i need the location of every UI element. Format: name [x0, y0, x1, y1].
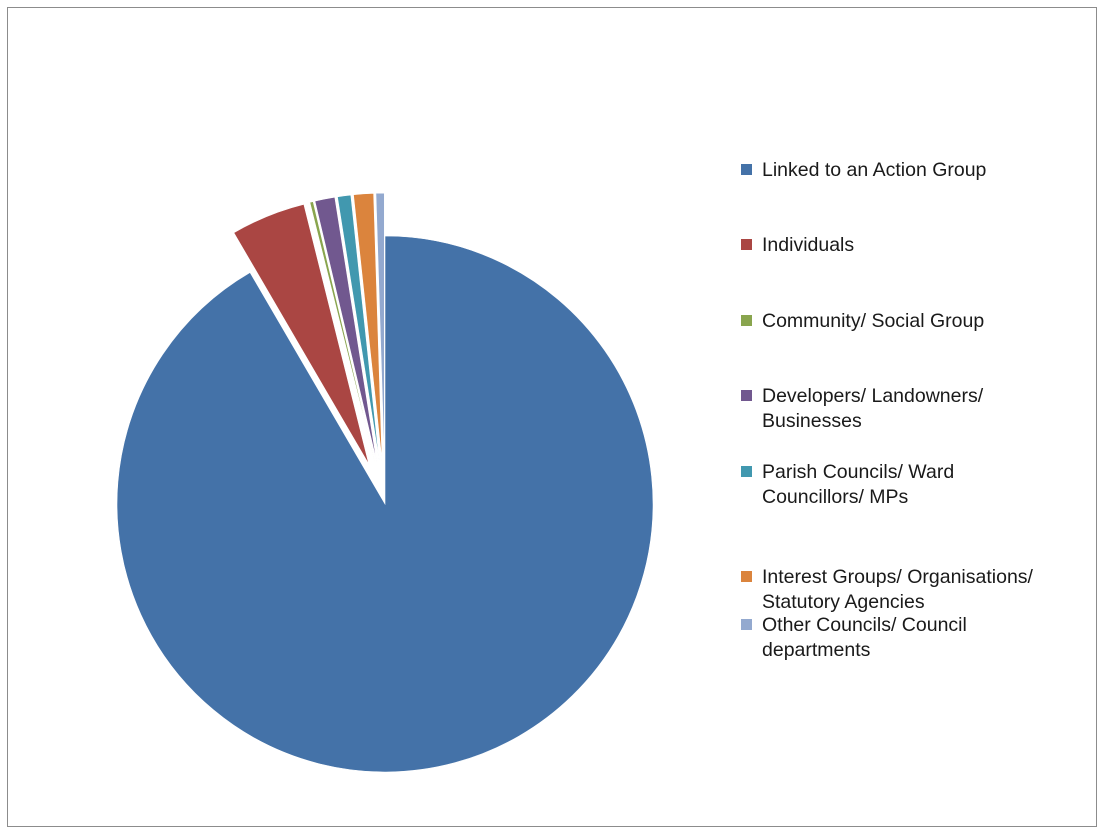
legend-item-7: Other Councils/ Council departments	[741, 613, 1096, 663]
legend-swatch	[741, 164, 752, 175]
legend-label: Interest Groups/ Organisations/ Statutor…	[762, 566, 1033, 613]
pie-slices	[116, 192, 654, 773]
legend-label: Community/ Social Group	[762, 310, 985, 332]
pie-slice-1	[116, 235, 654, 773]
pie-slice-7	[375, 192, 385, 462]
legend-item-5: Parish Councils/ Ward Councillors/ MPs	[741, 460, 1096, 510]
legend-item-2: Individuals	[741, 233, 1096, 258]
legend-swatch	[741, 619, 752, 630]
chart-legend: Linked to an Action Group Individuals Comm…	[741, 0, 1101, 813]
legend-item-1: Linked to an Action Group	[741, 158, 1096, 183]
pie-slice-4	[314, 196, 377, 462]
legend-swatch	[741, 390, 752, 401]
legend-label: Developers/ Landowners/ Businesses	[762, 385, 984, 432]
legend-item-4: Developers/ Landowners/ Businesses	[741, 384, 1096, 434]
legend-label: Linked to an Action Group	[762, 159, 987, 181]
legend-label: Parish Councils/ Ward Councillors/ MPs	[762, 461, 955, 508]
pie-slice-6	[353, 193, 383, 462]
legend-swatch	[741, 466, 752, 477]
legend-item-3: Community/ Social Group	[741, 309, 1096, 334]
legend-label: Other Councils/ Council departments	[762, 614, 967, 661]
pie-slice-2	[233, 203, 370, 465]
legend-swatch	[741, 239, 752, 250]
legend-item-6: Interest Groups/ Organisations/ Statutor…	[741, 565, 1096, 615]
legend-label: Individuals	[762, 234, 855, 256]
pie-slice-3	[309, 201, 376, 463]
legend-swatch	[741, 315, 752, 326]
legend-swatch	[741, 571, 752, 582]
pie-slice-5	[337, 194, 380, 462]
